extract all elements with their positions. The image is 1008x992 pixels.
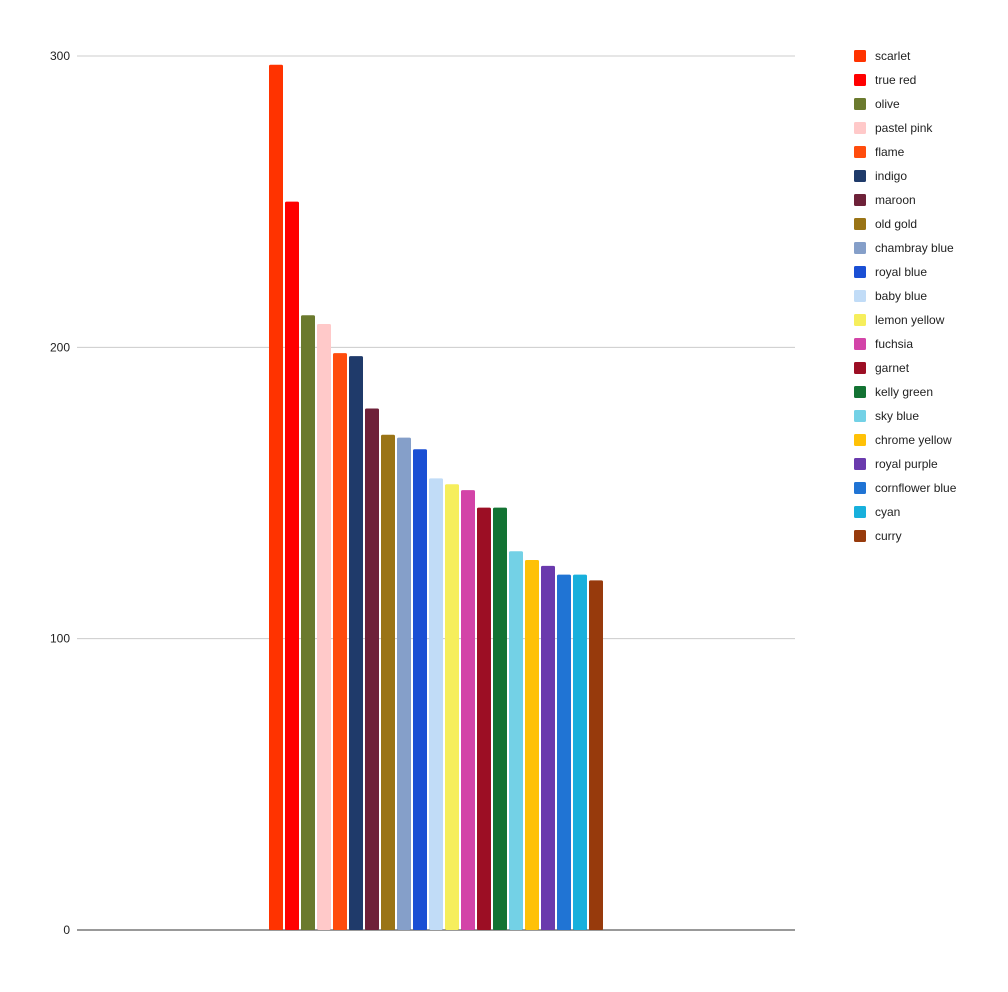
legend-swatch [854, 290, 866, 302]
legend-item[interactable]: lemon yellow [854, 313, 945, 327]
legend-item[interactable]: true red [854, 73, 916, 87]
legend-swatch [854, 458, 866, 470]
legend-label: lemon yellow [875, 313, 945, 327]
legend-label: kelly green [875, 385, 933, 399]
legend-swatch [854, 410, 866, 422]
legend-item[interactable]: old gold [854, 217, 917, 231]
legend-label: sky blue [875, 409, 919, 423]
bar-curry[interactable] [589, 580, 603, 930]
legend-item[interactable]: baby blue [854, 289, 927, 303]
bar-lemon-yellow[interactable] [445, 484, 459, 930]
legend-label: chambray blue [875, 241, 954, 255]
bar-chambray-blue[interactable] [397, 437, 411, 930]
legend-label: baby blue [875, 289, 927, 303]
legend-label: cornflower blue [875, 481, 957, 495]
legend-swatch [854, 506, 866, 518]
bar-maroon[interactable] [365, 408, 379, 931]
legend-label: royal purple [875, 457, 938, 471]
legend-item[interactable]: chrome yellow [854, 433, 952, 447]
legend-item[interactable]: scarlet [854, 49, 911, 63]
legend-label: true red [875, 73, 916, 87]
bar-royal-purple[interactable] [541, 565, 555, 930]
legend-item[interactable]: olive [854, 97, 900, 111]
legend-item[interactable]: sky blue [854, 409, 919, 423]
y-tick-label: 200 [50, 340, 70, 354]
bar-pastel-pink[interactable] [317, 324, 331, 930]
bar-baby-blue[interactable] [429, 478, 443, 930]
legend-label: maroon [875, 193, 916, 207]
bar-indigo[interactable] [349, 356, 363, 930]
legend-label: old gold [875, 217, 917, 231]
legend-swatch [854, 170, 866, 182]
legend-swatch [854, 362, 866, 374]
legend-item[interactable]: garnet [854, 361, 910, 375]
legend-label: indigo [875, 169, 907, 183]
legend-label: scarlet [875, 49, 911, 63]
legend-label: chrome yellow [875, 433, 952, 447]
legend-label: royal blue [875, 265, 927, 279]
legend-item[interactable]: royal purple [854, 457, 938, 471]
bar-flame[interactable] [333, 353, 347, 930]
legend-label: curry [875, 529, 902, 543]
legend-swatch [854, 98, 866, 110]
legend-swatch [854, 434, 866, 446]
bar-olive[interactable] [301, 315, 315, 931]
legend-item[interactable]: maroon [854, 193, 916, 207]
legend-label: cyan [875, 505, 900, 519]
legend-item[interactable]: fuchsia [854, 337, 913, 351]
legend-swatch [854, 74, 866, 86]
legend-swatch [854, 242, 866, 254]
legend-swatch [854, 530, 866, 542]
y-axis-ticks: 0 100 200 300 [50, 49, 70, 937]
legend-swatch [854, 146, 866, 158]
bar-old-gold[interactable] [381, 434, 395, 930]
y-tick-label: 300 [50, 49, 70, 63]
bar-sky-blue[interactable] [509, 551, 523, 930]
legend-label: pastel pink [875, 121, 933, 135]
legend-label: fuchsia [875, 337, 913, 351]
bars [269, 64, 603, 931]
legend-item[interactable]: royal blue [854, 265, 927, 279]
legend-item[interactable]: curry [854, 529, 902, 543]
bar-garnet[interactable] [477, 507, 491, 930]
legend-label: olive [875, 97, 900, 111]
bar-fuchsia[interactable] [461, 490, 475, 930]
legend-swatch [854, 218, 866, 230]
legend-item[interactable]: indigo [854, 169, 907, 183]
legend-item[interactable]: chambray blue [854, 241, 954, 255]
bar-royal-blue[interactable] [413, 449, 427, 930]
legend: scarlet true red olive pastel pink flame indi… [854, 49, 957, 543]
bar-kelly-green[interactable] [493, 507, 507, 930]
legend-swatch [854, 482, 866, 494]
legend-swatch [854, 194, 866, 206]
bar-cyan[interactable] [573, 574, 587, 930]
legend-swatch [854, 122, 866, 134]
legend-label: garnet [875, 361, 910, 375]
bar-cornflower-blue[interactable] [557, 574, 571, 930]
legend-item[interactable]: kelly green [854, 385, 933, 399]
y-tick-label: 0 [63, 923, 70, 937]
legend-item[interactable]: cyan [854, 505, 900, 519]
y-tick-label: 100 [50, 632, 70, 646]
legend-item[interactable]: cornflower blue [854, 481, 957, 495]
legend-swatch [854, 50, 866, 62]
legend-swatch [854, 338, 866, 350]
legend-swatch [854, 314, 866, 326]
legend-swatch [854, 266, 866, 278]
bar-scarlet[interactable] [269, 64, 283, 931]
legend-item[interactable]: pastel pink [854, 121, 933, 135]
legend-swatch [854, 386, 866, 398]
bar-true-red[interactable] [285, 201, 299, 930]
bar-chrome-yellow[interactable] [525, 560, 539, 930]
legend-label: flame [875, 145, 905, 159]
legend-item[interactable]: flame [854, 145, 905, 159]
